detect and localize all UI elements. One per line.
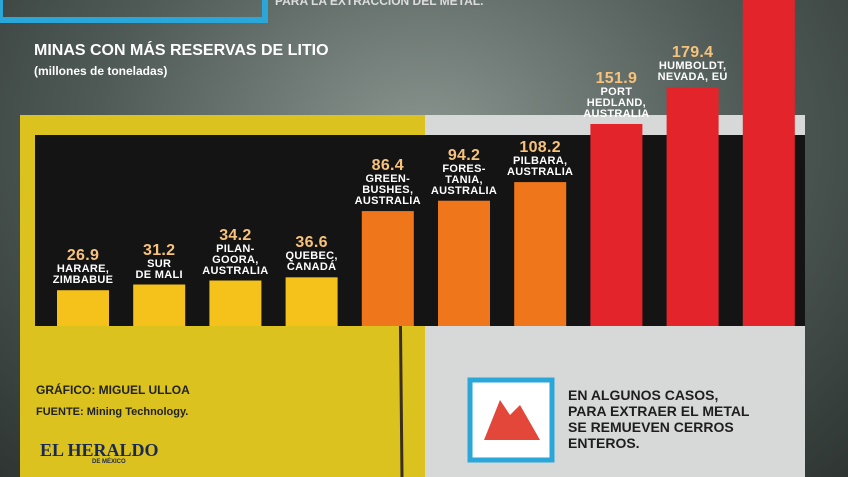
bar	[514, 182, 567, 326]
chart-title: MINAS CON MÁS RESERVAS DE LITIO	[34, 42, 329, 59]
category-label: PILAN- GOORA, AUSTRALIA	[202, 242, 269, 277]
logo-sub: DE MÉXICO	[92, 459, 126, 465]
logo: EL HERALDO	[40, 440, 159, 460]
bar-label: 179.4 HUMBOLDT, NEVADA, EU	[648, 44, 738, 83]
chart-subtitle: (millones de toneladas)	[34, 64, 168, 78]
category-label: GREEN- BUSHES, AUSTRALIA	[354, 173, 421, 208]
value-label: 151.9	[595, 69, 638, 87]
bar-label: 26.9 HARARE, ZIMBABUE	[38, 247, 128, 286]
bar-label: 34.2 PILAN- GOORA, AUSTRALIA	[190, 227, 280, 277]
category-label: PORT HEDLAND, AUSTRALIA	[583, 85, 650, 120]
bar	[590, 123, 643, 327]
category-label: SUR DE MALI	[135, 257, 183, 281]
bar-label: 94.2 FORES- TANIA, AUSTRALIA	[419, 147, 509, 197]
value-label: 31.2	[143, 241, 176, 259]
bar	[666, 87, 719, 326]
bar	[209, 280, 262, 326]
credit: GRÁFICO: MIGUEL ULLOA	[36, 383, 190, 397]
bar	[285, 277, 338, 326]
value-label: 108.2	[519, 139, 561, 157]
value-label: 36.6	[295, 234, 328, 252]
source: FUENTE: Mining Technology.	[36, 406, 189, 418]
bar-label: 151.9 PORT HEDLAND, AUSTRALIA	[571, 70, 661, 120]
bar	[438, 200, 490, 326]
bar	[57, 290, 109, 326]
bar	[742, 0, 795, 326]
bar	[361, 211, 414, 326]
value-label: 86.4	[371, 157, 404, 175]
note: EN ALGUNOS CASOS, PARA EXTRAER EL METAL …	[568, 387, 750, 451]
category-label: PILBARA, AUSTRALIA	[507, 155, 574, 179]
category-label: FORES- TANIA, AUSTRALIA	[430, 162, 498, 197]
bar-label: 86.4 GREEN- BUSHES, AUSTRALIA	[343, 157, 433, 207]
header-fragment: PARA LA EXTRACCIÓN DEL METAL.	[275, 0, 484, 8]
value-label: 34.2	[219, 226, 252, 244]
header-box	[0, 0, 268, 23]
value-label: 26.9	[66, 247, 100, 265]
bar-label: 108.2 PILBARA, AUSTRALIA	[495, 139, 585, 178]
mountain-icon	[484, 400, 540, 440]
bar-label: 36.6 QUEBEC, CANADÁ	[267, 234, 357, 273]
category-label: QUEBEC, CANADÁ	[285, 250, 338, 274]
value-label: 179.4	[671, 44, 714, 62]
category-label: HARARE, ZIMBABUE	[52, 263, 114, 287]
bar-label: 31.2 SUR DE MALI	[114, 242, 204, 281]
value-label: 94.2	[447, 146, 481, 164]
bar	[133, 284, 186, 326]
category-label: HUMBOLDT, NEVADA, EU	[657, 60, 728, 84]
